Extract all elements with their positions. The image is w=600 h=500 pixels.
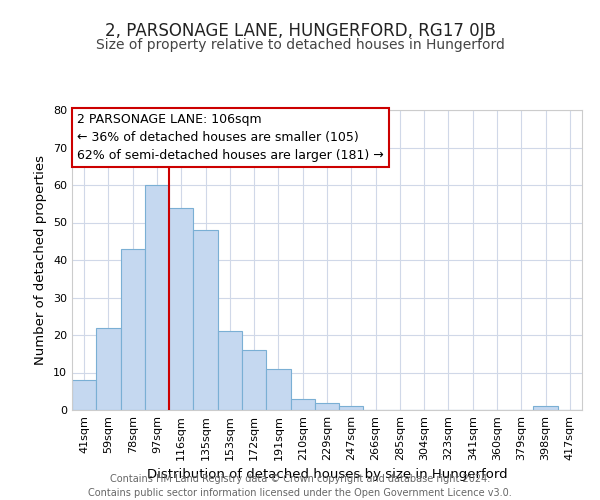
Bar [121,248,145,410]
Bar [290,399,315,410]
Y-axis label: Number of detached properties: Number of detached properties [34,155,47,365]
Bar [266,369,290,410]
Bar [96,328,121,410]
Text: 2 PARSONAGE LANE: 106sqm
← 36% of detached houses are smaller (105)
62% of semi-: 2 PARSONAGE LANE: 106sqm ← 36% of detach… [77,113,384,162]
Bar [72,380,96,410]
Text: 2, PARSONAGE LANE, HUNGERFORD, RG17 0JB: 2, PARSONAGE LANE, HUNGERFORD, RG17 0JB [104,22,496,40]
Bar [533,406,558,410]
Bar [339,406,364,410]
Text: Contains HM Land Registry data © Crown copyright and database right 2024.
Contai: Contains HM Land Registry data © Crown c… [88,474,512,498]
Bar [145,185,169,410]
Text: Size of property relative to detached houses in Hungerford: Size of property relative to detached ho… [95,38,505,52]
Bar [242,350,266,410]
Bar [193,230,218,410]
Bar [315,402,339,410]
X-axis label: Distribution of detached houses by size in Hungerford: Distribution of detached houses by size … [146,468,508,481]
Bar [218,331,242,410]
Bar [169,208,193,410]
